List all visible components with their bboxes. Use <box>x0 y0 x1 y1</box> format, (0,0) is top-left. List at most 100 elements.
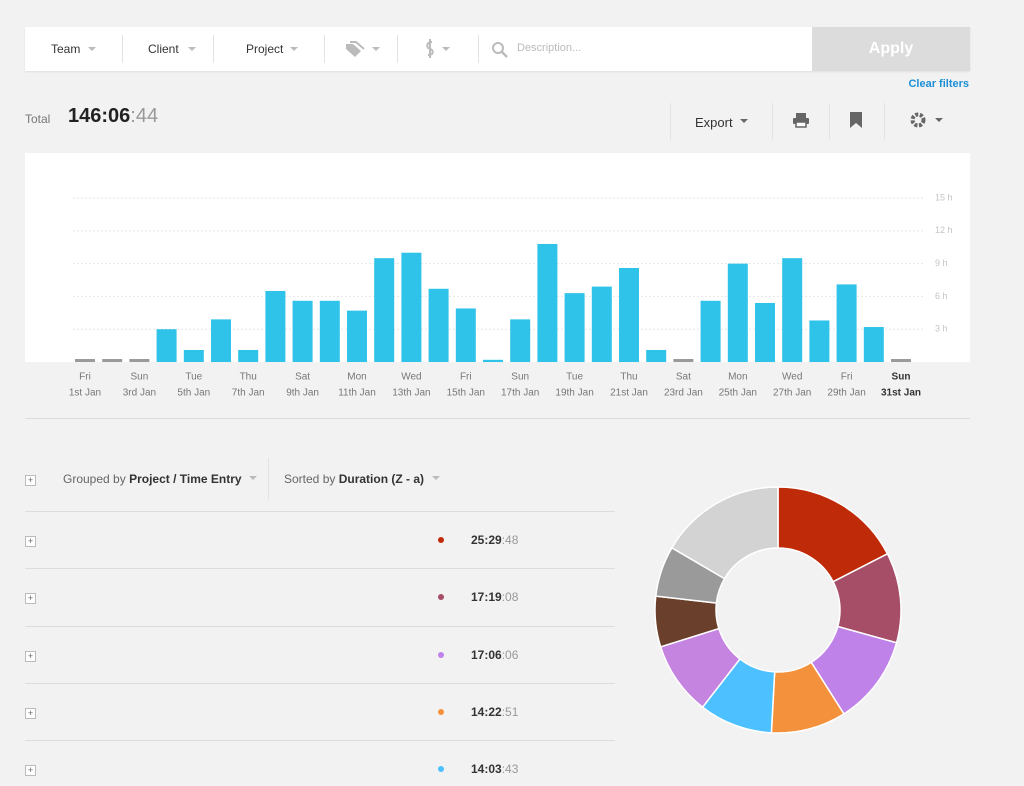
group-by[interactable]: Grouped by Project / Time Entry <box>63 472 242 486</box>
x-tick-weekday: Fri <box>460 372 472 383</box>
x-tick-label: 25th Jan <box>719 388 757 399</box>
bar <box>700 300 721 362</box>
bar <box>428 288 449 362</box>
filter-dropdown[interactable]: Project <box>246 42 284 56</box>
bar <box>727 263 748 362</box>
separator <box>122 35 123 63</box>
color-dot <box>438 766 444 773</box>
duration-main: 14:03 <box>471 762 502 777</box>
billable-filter[interactable] <box>422 38 454 60</box>
x-tick-label: 7th Jan <box>232 388 265 399</box>
x-tick-label: 27th Jan <box>773 388 811 399</box>
caret <box>740 119 748 123</box>
x-tick-label: 13th Jan <box>392 388 430 399</box>
expand-row[interactable]: + <box>25 536 36 547</box>
filter-dropdown[interactable]: Team <box>51 42 81 56</box>
color-dot <box>438 651 444 658</box>
divider <box>25 418 970 419</box>
bar <box>102 359 123 362</box>
x-tick-label: 11th Jan <box>338 388 376 399</box>
bar <box>619 268 639 362</box>
x-tick-label: 17th Jan <box>501 388 539 399</box>
bookmark-button[interactable] <box>850 112 862 128</box>
caret <box>290 47 298 51</box>
expand-row[interactable]: + <box>25 650 36 662</box>
x-tick-weekday: Fri <box>79 372 91 383</box>
x-tick-weekday: Thu <box>620 372 637 383</box>
bar <box>483 359 503 362</box>
x-tick-label: 1st Jan <box>69 388 101 399</box>
total-value: 146:06:44 <box>68 105 158 128</box>
bar <box>238 349 259 362</box>
x-tick-label: 5th Jan <box>177 388 210 399</box>
group-value: Project / Time Entry <box>129 472 242 486</box>
separator <box>397 35 398 63</box>
row-duration: 14:03:43 <box>471 762 518 776</box>
x-tick-label: 15th Jan <box>447 388 485 399</box>
bar <box>537 243 558 362</box>
separator <box>324 35 325 63</box>
caret <box>88 47 96 51</box>
total-label: Total <box>25 112 51 126</box>
x-tick-weekday: Thu <box>240 372 257 383</box>
x-tick-weekday: Mon <box>728 372 747 383</box>
x-tick-label: 23rd Jan <box>664 388 703 399</box>
duration-main: 17:06 <box>471 647 502 662</box>
x-tick-weekday: Sun <box>511 372 529 383</box>
row-divider <box>25 682 615 684</box>
expand-all[interactable]: + <box>25 475 36 486</box>
row-divider <box>25 511 615 512</box>
x-tick-weekday: Sat <box>295 372 310 383</box>
x-tick-label: 31st Jan <box>881 388 921 399</box>
search-icon <box>492 42 508 58</box>
bar <box>809 320 830 362</box>
settings-button[interactable] <box>909 111 945 129</box>
separator <box>670 103 671 140</box>
separator <box>478 35 479 63</box>
expand-row[interactable]: + <box>25 765 36 777</box>
bar <box>374 258 395 362</box>
total-rest: :44 <box>130 105 159 127</box>
sort-prefix: Sorted by <box>284 472 336 486</box>
separator <box>268 458 269 500</box>
color-dot <box>438 537 444 543</box>
x-tick-weekday: Sun <box>892 372 911 383</box>
x-tick-label: 21st Jan <box>610 388 648 399</box>
bar <box>591 286 612 362</box>
bar <box>510 319 531 362</box>
x-tick-weekday: Wed <box>401 372 421 383</box>
filter-dropdown[interactable]: Client <box>148 42 179 56</box>
sort-by[interactable]: Sorted by Duration (Z - a) <box>284 472 424 486</box>
x-tick-label: 9th Jan <box>286 388 319 399</box>
group-prefix: Grouped by <box>63 472 126 486</box>
y-tick-label: 12 h <box>935 225 953 235</box>
clear-filters[interactable]: Clear filters <box>908 78 969 90</box>
print-button[interactable] <box>792 112 810 128</box>
bar <box>292 300 313 362</box>
bar <box>401 252 422 362</box>
expand-row[interactable]: + <box>25 707 36 719</box>
x-tick-weekday: Wed <box>782 372 802 383</box>
x-tick-label: 29th Jan <box>827 388 865 399</box>
bar <box>319 300 340 362</box>
duration-rest: :43 <box>501 762 519 777</box>
bar <box>265 290 286 362</box>
apply-button[interactable]: Apply <box>812 27 970 71</box>
x-tick-label: 19th Jan <box>555 388 593 399</box>
search-input[interactable]: Description... <box>517 42 582 54</box>
row-duration: 17:06:06 <box>471 648 518 662</box>
x-tick-weekday: Sun <box>131 372 149 383</box>
filter-bar: Team Client Project Description... Apply <box>25 27 970 71</box>
tag-filter[interactable] <box>344 40 380 58</box>
export-button[interactable]: Export <box>695 115 733 130</box>
separator <box>829 103 830 140</box>
duration-rest: :08 <box>501 590 519 605</box>
x-tick-weekday: Sat <box>676 372 691 383</box>
row-divider <box>25 568 615 570</box>
x-tick-weekday: Tue <box>566 372 583 383</box>
pie-slice <box>670 486 779 580</box>
row-duration: 25:29:48 <box>471 533 518 547</box>
expand-row[interactable]: + <box>25 593 36 605</box>
separator <box>213 35 214 63</box>
